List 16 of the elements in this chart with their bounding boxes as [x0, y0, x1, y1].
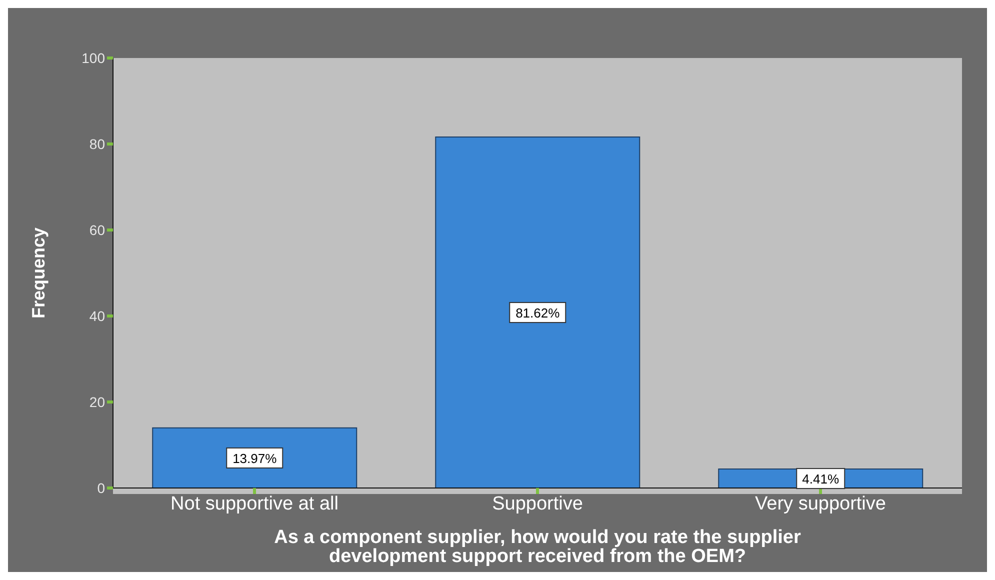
y-tick-label: 60 [89, 222, 106, 238]
x-tick-label: Supportive [492, 493, 583, 514]
data-label: 4.41% [802, 472, 840, 487]
y-tick-label: 100 [82, 50, 106, 66]
x-axis-title: As a component supplier, how would you rate the supplier development support received from the OEM? [273, 527, 802, 567]
y-tick-label: 80 [89, 136, 106, 152]
x-tick-label: Not supportive at all [170, 493, 338, 514]
y-tick-label: 40 [89, 308, 106, 324]
data-label: 13.97% [232, 450, 278, 466]
y-axis-title: Frequency [28, 227, 48, 319]
bar [435, 136, 640, 488]
y-tick-label: 0 [97, 480, 106, 496]
y-tick-label: 20 [89, 394, 106, 410]
bar [152, 427, 358, 488]
x-tick-label: Very supportive [755, 493, 886, 514]
data-label: 81.62% [516, 306, 560, 321]
